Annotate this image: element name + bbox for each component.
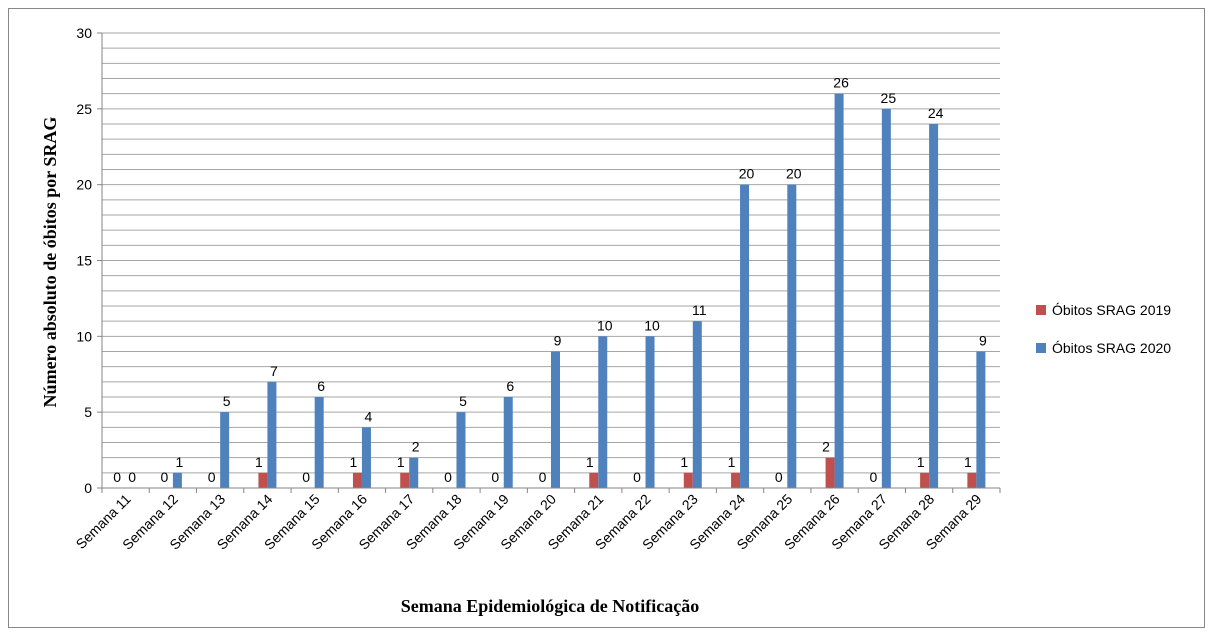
data-label: 20 bbox=[739, 166, 755, 182]
data-label: 1 bbox=[964, 454, 972, 470]
bar bbox=[589, 472, 599, 488]
bar bbox=[967, 472, 977, 488]
data-label: 0 bbox=[869, 469, 877, 485]
legend-label: Óbitos SRAG 2019 bbox=[1052, 302, 1171, 318]
data-label: 0 bbox=[539, 469, 547, 485]
bar bbox=[787, 184, 797, 488]
bar bbox=[976, 351, 986, 488]
data-label: 4 bbox=[365, 408, 373, 424]
data-label: 0 bbox=[775, 469, 783, 485]
data-label: 5 bbox=[459, 393, 467, 409]
data-label: 1 bbox=[397, 454, 405, 470]
y-tick-label: 25 bbox=[76, 101, 92, 117]
bar bbox=[400, 472, 410, 488]
data-label: 1 bbox=[175, 454, 183, 470]
data-label: 10 bbox=[644, 317, 660, 333]
data-label: 0 bbox=[160, 469, 168, 485]
legend-swatch bbox=[1036, 343, 1046, 353]
data-label: 1 bbox=[350, 454, 358, 470]
data-label: 0 bbox=[128, 469, 136, 485]
y-tick-label: 30 bbox=[76, 25, 92, 41]
legend-swatch bbox=[1036, 305, 1046, 315]
bar bbox=[598, 336, 608, 488]
y-tick-label: 20 bbox=[76, 177, 92, 193]
data-label: 0 bbox=[208, 469, 216, 485]
bar bbox=[503, 397, 513, 488]
bar bbox=[645, 336, 655, 488]
data-label: 0 bbox=[302, 469, 310, 485]
data-label: 2 bbox=[822, 439, 830, 455]
x-axis-title: Semana Epidemiológica de Notificação bbox=[401, 596, 699, 616]
bar bbox=[314, 397, 324, 488]
data-label: 1 bbox=[586, 454, 594, 470]
data-label: 1 bbox=[680, 454, 688, 470]
bar bbox=[258, 472, 268, 488]
bar bbox=[740, 184, 750, 488]
data-label: 0 bbox=[444, 469, 452, 485]
bar bbox=[731, 472, 741, 488]
bar bbox=[825, 457, 835, 488]
bar bbox=[929, 124, 939, 488]
bar bbox=[267, 381, 277, 488]
bar bbox=[692, 321, 702, 488]
data-label: 24 bbox=[928, 105, 944, 121]
bar bbox=[172, 472, 182, 488]
data-label: 10 bbox=[597, 317, 613, 333]
data-label: 9 bbox=[979, 333, 987, 349]
data-label: 6 bbox=[506, 378, 514, 394]
data-label: 9 bbox=[554, 333, 562, 349]
data-label: 1 bbox=[728, 454, 736, 470]
bar bbox=[361, 427, 371, 488]
bar bbox=[920, 472, 930, 488]
bar bbox=[834, 93, 844, 489]
y-tick-label: 0 bbox=[84, 480, 92, 496]
data-label: 0 bbox=[113, 469, 121, 485]
data-label: 5 bbox=[223, 393, 231, 409]
data-label: 6 bbox=[317, 378, 325, 394]
y-tick-label: 15 bbox=[76, 253, 92, 269]
data-label: 1 bbox=[255, 454, 263, 470]
bar bbox=[881, 108, 891, 488]
data-label: 7 bbox=[270, 363, 278, 379]
bar bbox=[352, 472, 362, 488]
data-label: 25 bbox=[881, 90, 897, 106]
chart-frame bbox=[8, 8, 1205, 628]
bar bbox=[409, 457, 419, 488]
legend-label: Óbitos SRAG 2020 bbox=[1052, 340, 1171, 356]
data-label: 0 bbox=[491, 469, 499, 485]
y-axis-title: Número absoluto de óbitos por SRAG bbox=[40, 117, 60, 408]
data-label: 2 bbox=[412, 439, 420, 455]
data-label: 26 bbox=[833, 75, 849, 91]
data-label: 20 bbox=[786, 166, 802, 182]
y-tick-label: 10 bbox=[76, 328, 92, 344]
y-tick-label: 5 bbox=[84, 404, 92, 420]
data-label: 11 bbox=[692, 302, 707, 318]
bar bbox=[551, 351, 560, 488]
data-label: 0 bbox=[633, 469, 641, 485]
data-label: 1 bbox=[917, 454, 925, 470]
bar bbox=[220, 412, 230, 488]
bar bbox=[456, 412, 466, 488]
bar bbox=[683, 472, 693, 488]
